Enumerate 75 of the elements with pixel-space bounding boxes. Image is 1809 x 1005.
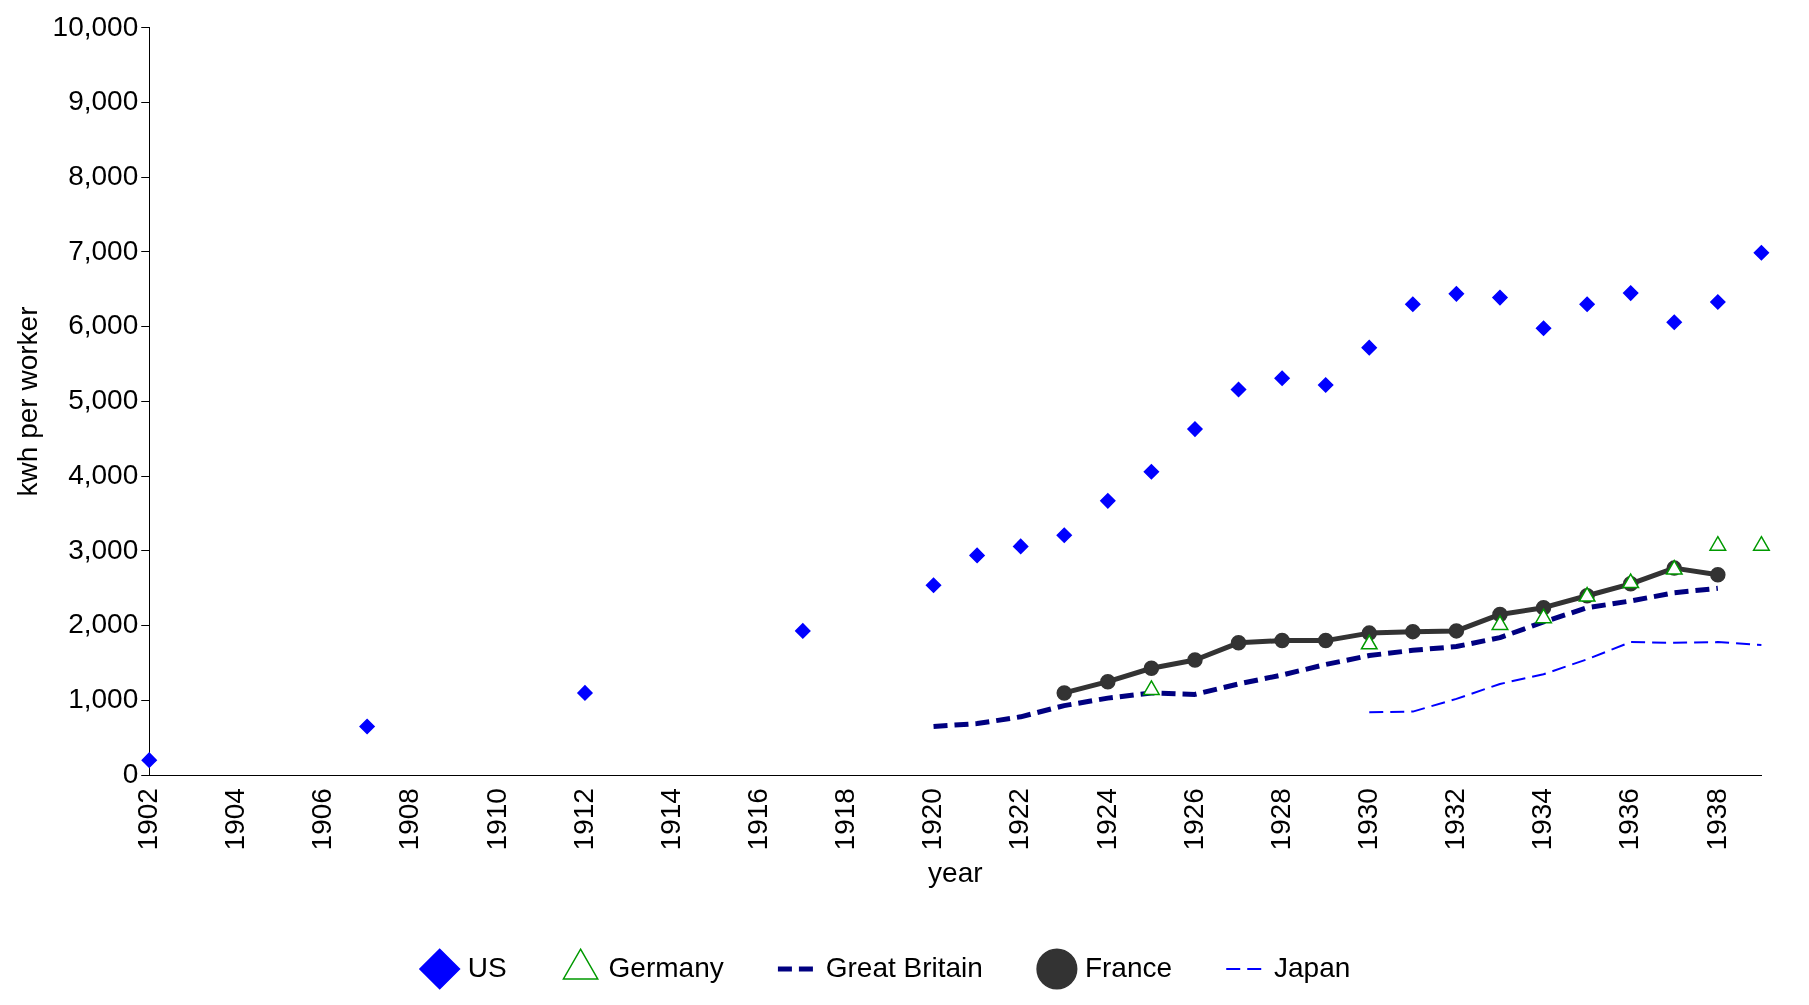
point xyxy=(1535,608,1553,624)
point xyxy=(1012,538,1029,555)
point xyxy=(1710,294,1726,310)
x-tick-label: 1902 xyxy=(131,788,163,851)
legend-label: Germany xyxy=(608,951,724,983)
point xyxy=(969,547,985,564)
y-tick-label: 8,000 xyxy=(68,159,139,191)
legend-label: France xyxy=(1084,951,1173,983)
point xyxy=(925,577,942,594)
legend-label: US xyxy=(467,951,507,983)
point xyxy=(1274,370,1290,387)
point xyxy=(1448,623,1465,639)
point xyxy=(795,623,811,639)
point xyxy=(1143,660,1160,676)
x-tick-label: 1936 xyxy=(1613,788,1645,851)
point xyxy=(1753,244,1770,261)
x-tick-label: 1912 xyxy=(567,788,599,851)
y-tick-label: 2,000 xyxy=(68,608,139,640)
point xyxy=(1100,493,1116,509)
y-tick-label: 4,000 xyxy=(68,458,139,490)
x-axis-title: year xyxy=(928,856,983,888)
y-tick-label: 10,000 xyxy=(52,10,139,42)
point xyxy=(359,718,375,735)
x-tick-label: 1920 xyxy=(916,788,948,851)
x-tick-label: 1938 xyxy=(1700,788,1732,851)
point xyxy=(1230,381,1247,398)
x-tick-label: 1934 xyxy=(1526,788,1558,851)
x-tick-label: 1910 xyxy=(480,788,512,851)
y-tick-label: 7,000 xyxy=(68,234,139,266)
x-tick-label: 1924 xyxy=(1090,788,1122,851)
point xyxy=(1491,615,1509,631)
point xyxy=(1405,623,1421,640)
x-tick-label: 1904 xyxy=(219,788,251,851)
point xyxy=(1274,632,1290,649)
y-tick-label: 1,000 xyxy=(68,683,139,715)
point xyxy=(1535,320,1552,336)
y-tick-label: 9,000 xyxy=(68,85,139,117)
x-tick-label: 1926 xyxy=(1177,788,1209,851)
x-tick-label: 1914 xyxy=(654,788,686,851)
x-tick-label: 1906 xyxy=(306,788,338,851)
x-tick-label: 1928 xyxy=(1264,788,1296,851)
point xyxy=(1100,673,1116,690)
point xyxy=(141,752,157,768)
y-tick-label: 6,000 xyxy=(68,309,139,341)
point xyxy=(1492,289,1508,306)
x-tick-label: 1930 xyxy=(1351,788,1383,851)
point xyxy=(1142,680,1160,696)
point xyxy=(1448,286,1465,302)
point xyxy=(1143,463,1160,480)
point xyxy=(1187,421,1203,437)
x-tick-label: 1922 xyxy=(1003,788,1035,851)
x-tick-label: 1918 xyxy=(829,788,861,851)
x-tick-label: 1916 xyxy=(741,788,773,851)
point xyxy=(1579,296,1595,313)
line-series xyxy=(1368,641,1763,714)
point xyxy=(1230,635,1247,651)
legend-label: Great Britain xyxy=(825,951,983,983)
point xyxy=(1317,377,1334,393)
point xyxy=(1317,632,1334,649)
point xyxy=(1405,296,1421,313)
y-tick-label: 5,000 xyxy=(68,384,139,416)
point xyxy=(1361,339,1377,356)
x-tick-label: 1932 xyxy=(1439,788,1471,851)
x-tick-label: 1908 xyxy=(393,788,425,851)
point xyxy=(1622,285,1639,301)
y-tick-label: 3,000 xyxy=(68,533,139,565)
legend-label: Japan xyxy=(1274,951,1351,983)
point xyxy=(1666,314,1683,330)
y-tick-label: 0 xyxy=(122,757,139,789)
point xyxy=(577,685,593,701)
y-axis-title: kwh per worker xyxy=(11,306,43,497)
point xyxy=(1056,527,1072,543)
point xyxy=(1187,652,1203,668)
point xyxy=(1056,685,1072,701)
point xyxy=(1710,567,1726,583)
